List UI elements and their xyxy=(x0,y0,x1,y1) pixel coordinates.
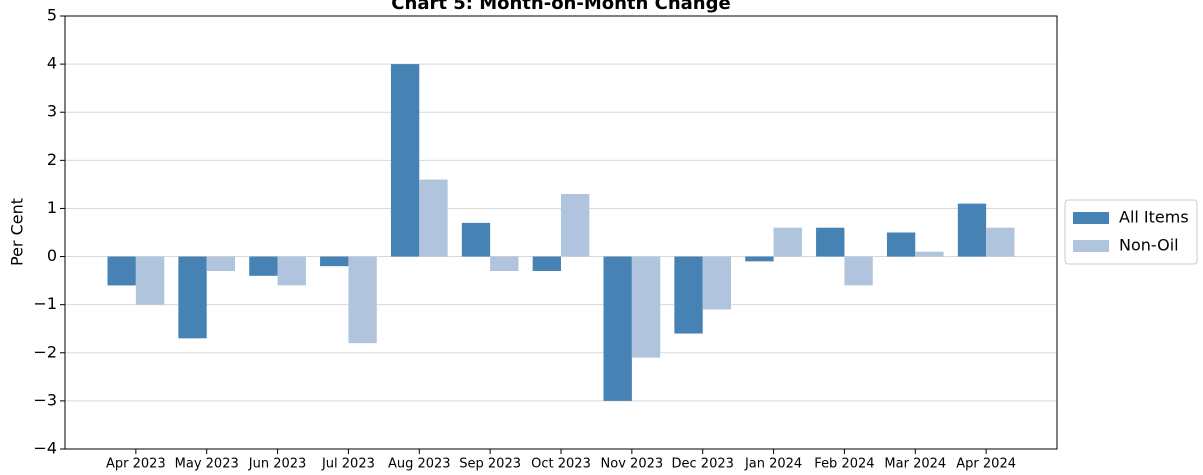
bar xyxy=(674,256,703,334)
bar xyxy=(561,194,590,257)
bar xyxy=(745,256,774,262)
x-tick-label: Sep 2023 xyxy=(459,457,521,472)
bar xyxy=(631,256,661,358)
bar xyxy=(461,222,491,257)
x-tick-label: Apr 2024 xyxy=(956,457,1016,472)
legend-swatch xyxy=(1073,212,1109,224)
y-tick-label: 3 xyxy=(47,102,57,121)
legend-label: Non-Oil xyxy=(1119,236,1179,255)
y-tick-label: 2 xyxy=(47,150,57,169)
bar xyxy=(532,256,561,271)
y-axis-label: Per Cent xyxy=(8,198,27,266)
y-tick-label: 1 xyxy=(47,198,57,217)
x-tick-label: Aug 2023 xyxy=(388,457,451,472)
x-tick-label: Oct 2023 xyxy=(531,457,591,472)
y-tick-label: 0 xyxy=(47,246,57,265)
bar xyxy=(844,256,873,286)
bar xyxy=(986,227,1015,257)
bar xyxy=(773,227,802,257)
bar xyxy=(702,256,732,310)
bar xyxy=(886,232,916,257)
bar xyxy=(419,179,448,257)
bar xyxy=(816,227,845,257)
bar xyxy=(915,251,944,257)
y-tick-label: 4 xyxy=(47,54,57,73)
x-tick-label: Mar 2024 xyxy=(884,457,946,472)
legend-swatch xyxy=(1073,240,1109,252)
bar xyxy=(348,256,377,344)
plot-frame xyxy=(64,15,1058,450)
y-tick-label: 5 xyxy=(47,6,57,25)
x-tick-label: Jan 2024 xyxy=(744,457,802,472)
bar xyxy=(249,256,278,276)
x-tick-label: Jul 2023 xyxy=(321,457,375,472)
legend-label: All Items xyxy=(1119,208,1189,227)
x-tick-label: Jun 2023 xyxy=(248,457,307,472)
bar xyxy=(603,256,632,401)
x-tick-label: Nov 2023 xyxy=(601,457,664,472)
y-tick-label: −1 xyxy=(33,294,57,313)
bar xyxy=(277,256,306,286)
x-tick-label: Apr 2023 xyxy=(106,457,166,472)
x-tick-label: Dec 2023 xyxy=(672,457,734,472)
bar xyxy=(135,256,165,305)
chart-title: Chart 5: Month-on-Month Change xyxy=(391,0,730,14)
y-tick-label: −3 xyxy=(33,390,57,409)
bar xyxy=(320,256,349,267)
bar xyxy=(957,203,987,257)
x-tick-label: Feb 2024 xyxy=(814,457,874,472)
bar xyxy=(206,256,236,271)
x-tick-label: May 2023 xyxy=(175,457,239,472)
y-tick-label: −4 xyxy=(33,439,57,458)
bar xyxy=(178,256,207,339)
bar xyxy=(490,256,519,271)
bar xyxy=(107,256,136,286)
bar xyxy=(390,64,420,257)
y-tick-label: −2 xyxy=(33,342,57,361)
